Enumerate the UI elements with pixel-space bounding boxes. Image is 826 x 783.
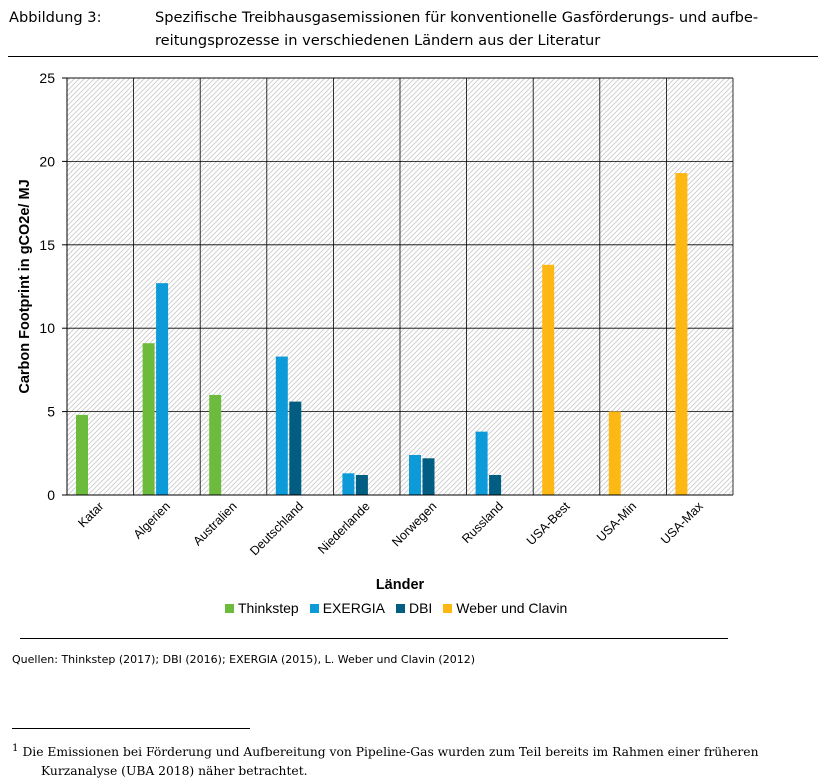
sources-line: Quellen: Thinkstep (2017); DBI (2016); E…: [12, 653, 475, 666]
figure-title-line-2: reitungsprozesse in verschiedenen Länder…: [155, 32, 601, 49]
chart-legend: Thinkstep EXERGIA DBI Weber und Clavin: [225, 600, 578, 616]
x-tick-label: USA-Min: [594, 499, 639, 544]
footnote-line-2: Kurzanalyse (UBA 2018) näher betrachtet.: [41, 764, 308, 779]
legend-label: DBI: [408, 600, 433, 616]
legend-label: EXERGIA: [322, 600, 385, 616]
x-tick-label: Russland: [459, 499, 506, 546]
y-tick-label: 5: [47, 404, 55, 420]
y-tick-label: 15: [39, 237, 55, 253]
bar-exergia-niederlande: [342, 473, 355, 495]
legend-item-exergia: EXERGIA: [309, 600, 385, 616]
figure-title: Spezifische Treibhausgasemissionen für k…: [155, 6, 820, 52]
bar-dbi-deutschland: [289, 401, 302, 495]
legend-swatch: [443, 603, 453, 613]
bar-thinkstep-australien: [209, 394, 222, 495]
x-tick-label: Algerien: [131, 499, 173, 541]
x-tick-label: Niederlande: [315, 499, 373, 557]
y-axis-title: Carbon Footprint in gCO2e/ MJ: [17, 179, 33, 393]
bar-exergia-deutschland: [275, 356, 288, 495]
y-tick-label: 25: [39, 70, 55, 86]
x-tick-label: USA-Best: [524, 499, 573, 548]
bar-dbi-niederlande: [355, 474, 368, 495]
y-tick-label: 20: [39, 153, 55, 169]
legend-item-dbi: DBI: [395, 600, 433, 616]
x-tick-label: Norwegen: [389, 499, 439, 549]
x-axis-title: Länder: [376, 577, 425, 593]
chart-bottom-rule: [20, 638, 728, 639]
legend-swatch: [395, 603, 405, 613]
footnote-rule: [12, 728, 250, 729]
y-tick-label: 10: [39, 320, 55, 336]
figure-label: Abbildung 3:: [9, 9, 102, 26]
legend-item-weber-und-clavin: Weber und Clavin: [443, 600, 567, 616]
bar-weber-und-clavin-usa-best: [542, 264, 555, 495]
y-tick-label: 0: [47, 487, 55, 503]
footnote-marker: 1: [12, 742, 19, 754]
bar-exergia-russland: [475, 431, 488, 495]
bar-exergia-algerien: [156, 283, 169, 495]
bar-chart: 0 5 10 15 20 25 Katar Algerien Australien Deutsc…: [17, 70, 734, 593]
bar-dbi-russland: [489, 474, 502, 495]
bar-thinkstep-algerien: [142, 343, 155, 495]
bar-dbi-norwegen: [422, 458, 435, 495]
bar-weber-und-clavin-usa-max: [675, 173, 688, 495]
legend-label: Weber und Clavin: [456, 600, 568, 616]
legend-swatch: [309, 603, 319, 613]
footnote-line-1: Die Emissionen bei Förderung und Aufbere…: [22, 745, 759, 760]
footnote: 1 Die Emissionen bei Förderung und Aufbe…: [12, 739, 812, 781]
legend-label: Thinkstep: [238, 600, 299, 616]
x-tick-label: Katar: [75, 499, 106, 530]
x-tick-label: USA-Max: [658, 499, 706, 547]
x-tick-label: Australien: [190, 499, 239, 548]
bar-thinkstep-katar: [76, 414, 88, 495]
x-tick-label: Deutschland: [247, 499, 306, 558]
bar-exergia-norwegen: [409, 454, 421, 495]
bar-weber-und-clavin-usa-min: [608, 411, 621, 495]
header-rule: [8, 56, 818, 57]
legend-item-thinkstep: Thinkstep: [225, 600, 299, 616]
legend-swatch: [225, 603, 234, 613]
figure-title-line-1: Spezifische Treibhausgasemissionen für k…: [155, 9, 759, 26]
